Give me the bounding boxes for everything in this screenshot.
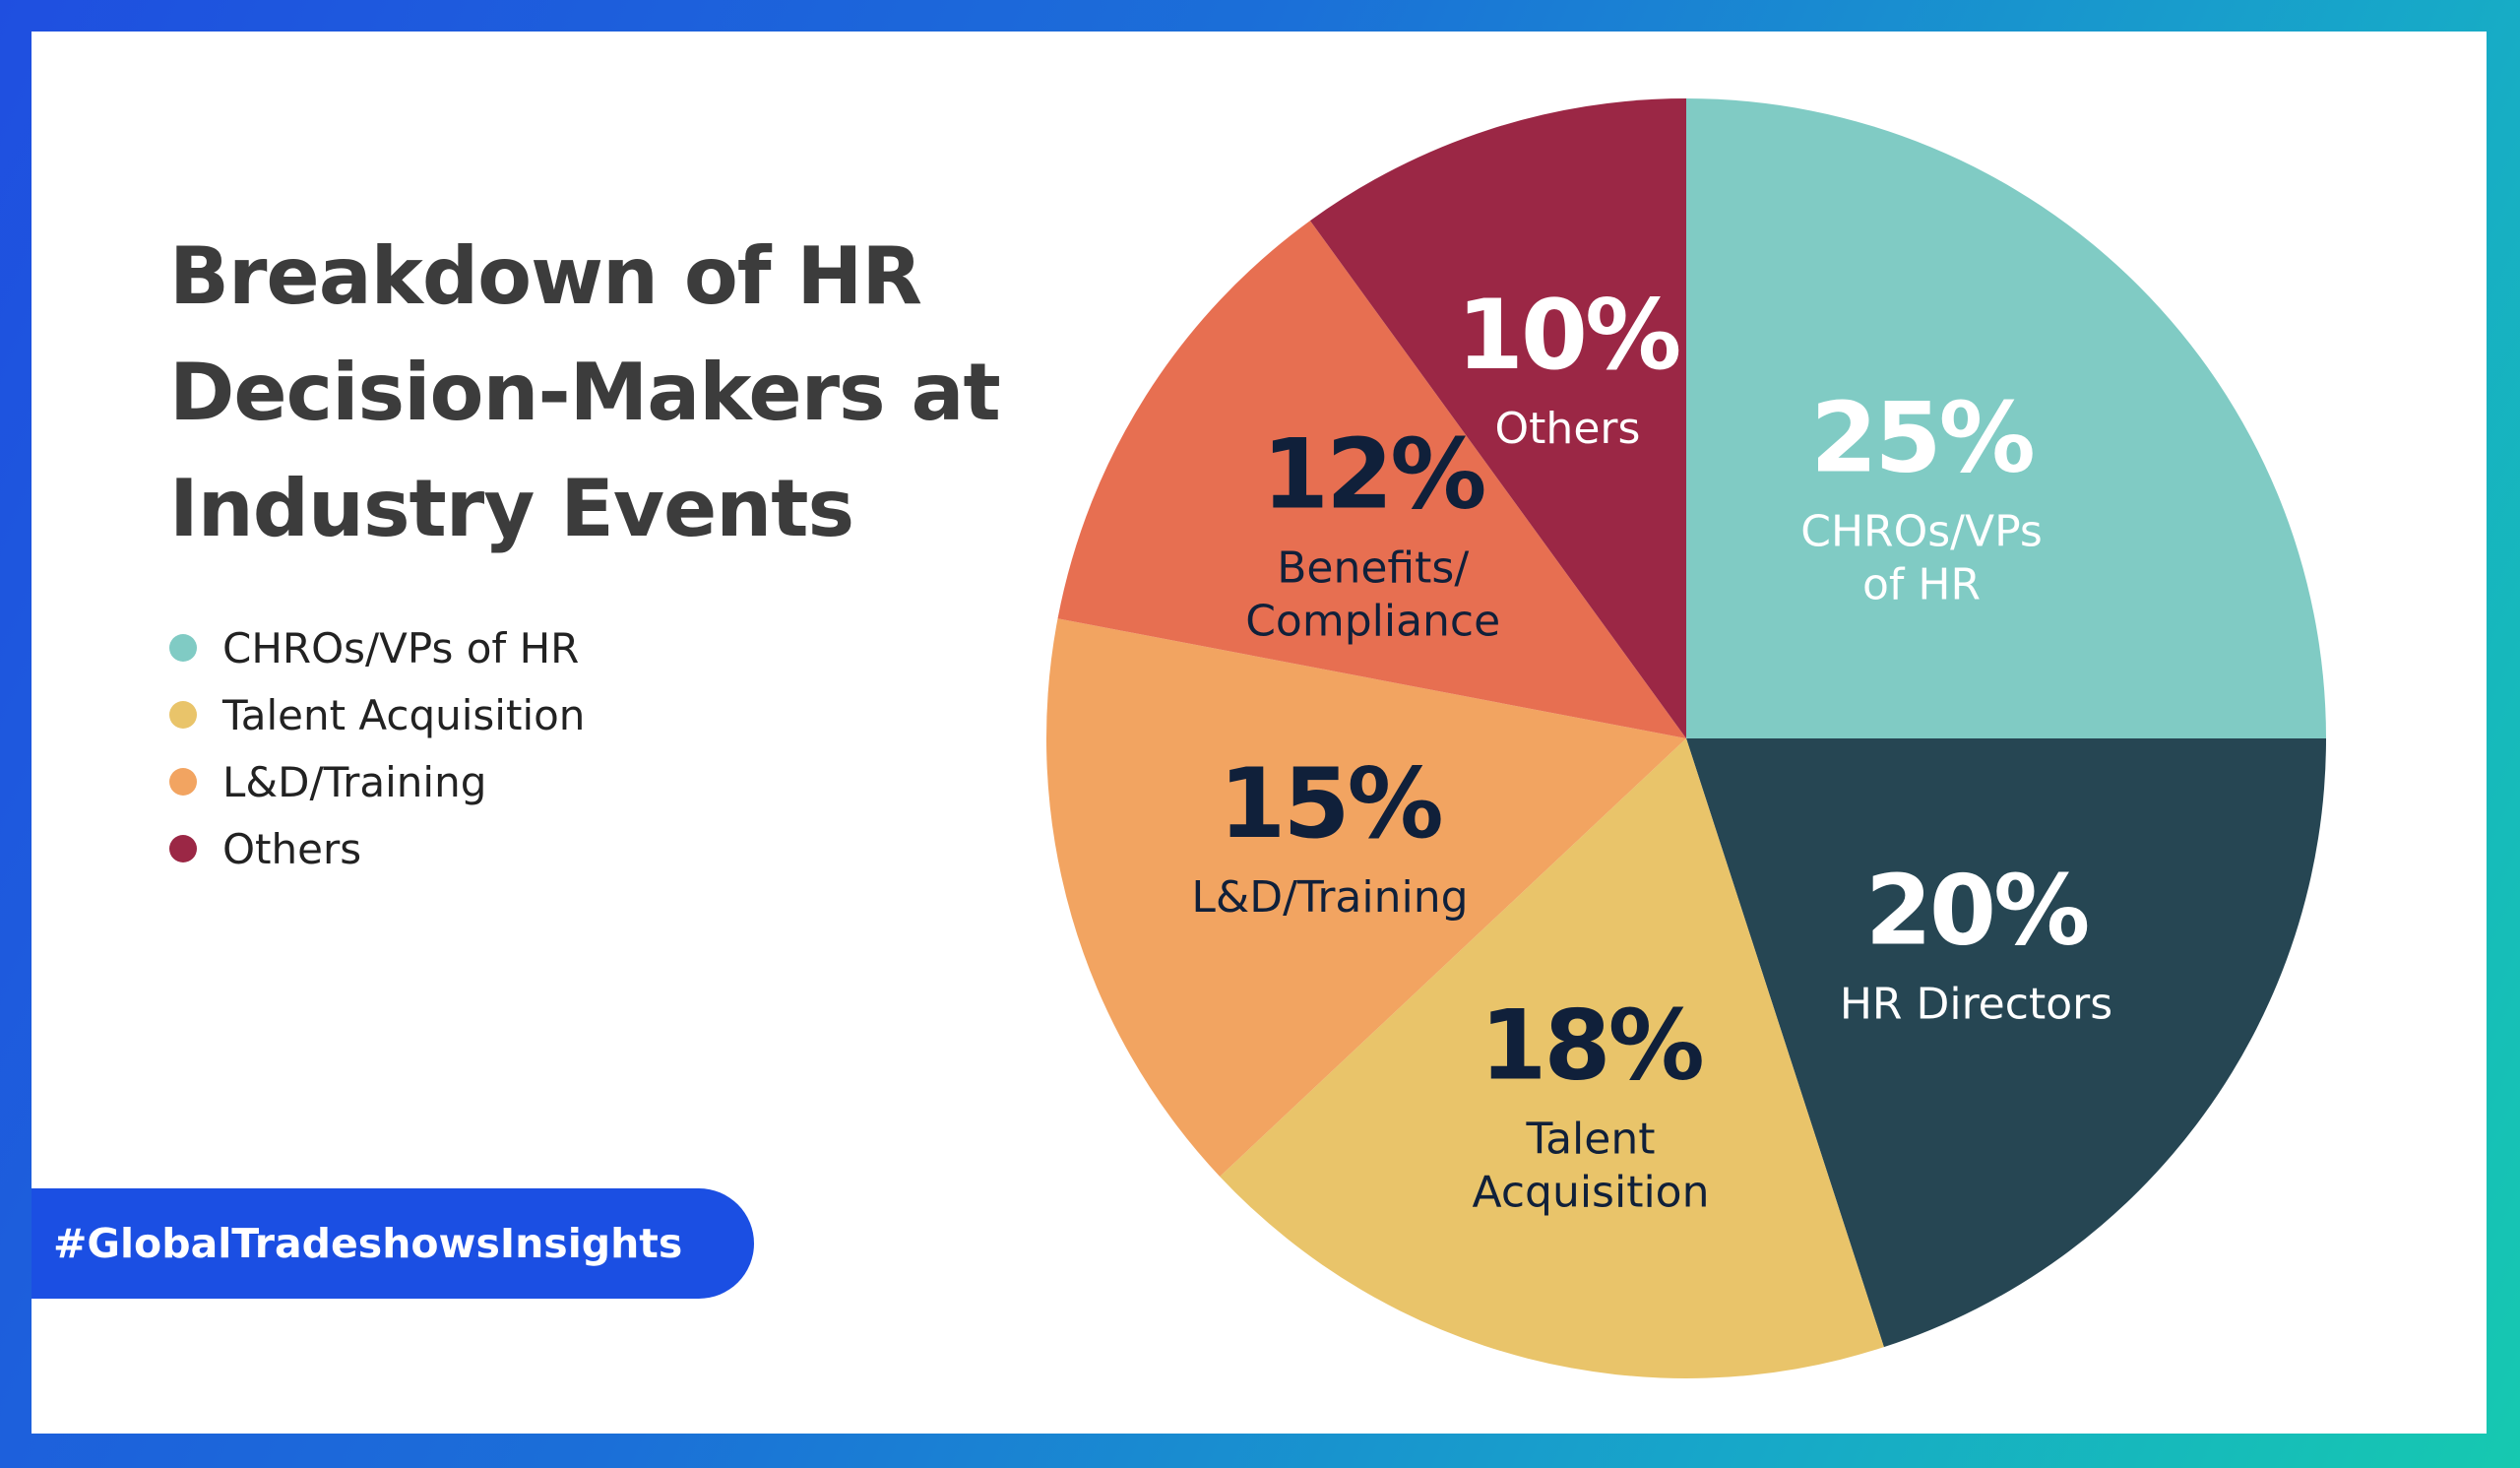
legend-item: Talent Acquisition: [169, 681, 585, 748]
slice-value-label: 10%: [1457, 280, 1679, 392]
pie-slice: [1309, 97, 1686, 738]
hashtag-text: #GlobalTradeshowsInsights: [53, 1220, 683, 1267]
legend-label: Others: [222, 824, 362, 873]
slice-category-label: of HR: [1862, 560, 1981, 610]
title-line: Decision-Makers at: [169, 347, 1001, 438]
legend-label: L&D/Training: [222, 757, 487, 806]
legend-label: Talent Acquisition: [222, 690, 586, 739]
slice-category-label: L&D/Training: [1191, 872, 1468, 923]
slice-category-label: CHROs/VPs: [1800, 507, 2043, 557]
chart-legend: CHROs/VPs of HR Talent Acquisition L&D/T…: [169, 614, 585, 882]
chart-title: Breakdown of HR Decision-Makers at Indus…: [169, 219, 1154, 567]
slice-value-label: 12%: [1262, 419, 1484, 532]
slice-category-label: HR Directors: [1840, 980, 2112, 1030]
legend-item: L&D/Training: [169, 748, 585, 815]
pie-slice: [1686, 98, 2326, 738]
slice-category-label: Others: [1495, 404, 1641, 454]
legend-swatch: [169, 768, 197, 796]
slice-value-label: 20%: [1865, 856, 2088, 968]
slice-category-label: Benefits/: [1277, 543, 1469, 594]
slice-category-label: Talent: [1526, 1114, 1656, 1164]
slice-value-label: 25%: [1810, 383, 2033, 495]
pie-slice: [1220, 738, 1884, 1379]
legend-swatch: [169, 634, 197, 662]
legend-item: CHROs/VPs of HR: [169, 614, 585, 681]
pie-slice: [1046, 618, 1686, 1177]
hashtag-badge: #GlobalTradeshowsInsights: [32, 1188, 754, 1299]
slice-value-label: 15%: [1219, 748, 1441, 861]
slice-value-label: 18%: [1480, 989, 1702, 1102]
slice-category-label: Acquisition: [1473, 1167, 1710, 1217]
legend-item: Others: [169, 815, 585, 882]
legend-swatch: [169, 835, 197, 862]
infographic-card: Breakdown of HR Decision-Makers at Indus…: [32, 32, 2487, 1434]
title-line: Breakdown of HR: [169, 230, 922, 322]
slice-category-label: Compliance: [1245, 597, 1500, 647]
legend-label: CHROs/VPs of HR: [222, 623, 580, 672]
legend-swatch: [169, 701, 197, 729]
title-line: Industry Events: [169, 463, 854, 554]
pie-slice: [1686, 738, 2326, 1348]
pie-slice: [1057, 221, 1686, 739]
